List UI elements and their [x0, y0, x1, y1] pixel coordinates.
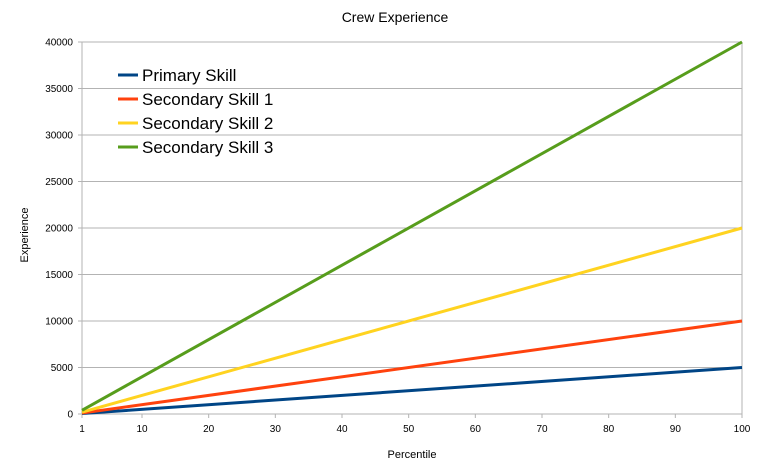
x-tick-label: 70: [536, 424, 548, 435]
x-axis-label: Percentile: [388, 449, 437, 461]
y-tick-label: 10000: [45, 317, 73, 328]
legend-label: Primary Skill: [142, 66, 236, 85]
series-line: [81, 40, 743, 412]
series-lines: [81, 40, 743, 416]
series-line: [81, 366, 743, 416]
y-tick-label: 25000: [45, 177, 73, 188]
y-ticks: 0 5000 10000 15000 20000 25000 30000 35000 40000: [45, 38, 73, 421]
y-tick-label: 40000: [45, 38, 73, 49]
series-line: [81, 226, 743, 414]
legend-label: Secondary Skill 3: [142, 138, 273, 157]
axes: [78, 41, 743, 418]
x-tick-label: 100: [734, 424, 751, 435]
y-tick-label: 30000: [45, 131, 73, 142]
chart-title: Crew Experience: [342, 9, 449, 25]
grid: [82, 41, 742, 415]
y-tick-label: 5000: [51, 363, 74, 374]
y-tick-label: 15000: [45, 270, 73, 281]
x-tick-label: 60: [470, 424, 482, 435]
series-line: [81, 319, 743, 415]
x-ticks: 1 10 20 30 40 50 60 70 80 90 100: [79, 424, 751, 435]
legend: Primary Skill Secondary Skill 1 Secondary …: [118, 66, 273, 157]
y-tick-label: 0: [67, 410, 73, 421]
legend-label: Secondary Skill 2: [142, 114, 273, 133]
x-tick-label: 1: [79, 424, 85, 435]
x-tick-label: 10: [136, 424, 148, 435]
x-tick-label: 80: [603, 424, 615, 435]
x-tick-label: 90: [670, 424, 682, 435]
y-tick-label: 35000: [45, 84, 73, 95]
y-tick-label: 20000: [45, 224, 73, 235]
y-axis-label: Experience: [19, 207, 31, 262]
x-tick-label: 30: [270, 424, 282, 435]
legend-label: Secondary Skill 1: [142, 90, 273, 109]
x-tick-label: 20: [203, 424, 215, 435]
x-tick-label: 40: [336, 424, 348, 435]
x-tick-label: 50: [403, 424, 415, 435]
